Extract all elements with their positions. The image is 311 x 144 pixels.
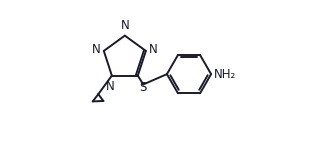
- Text: S: S: [140, 80, 147, 94]
- Text: N: N: [120, 19, 129, 32]
- Text: N: N: [106, 80, 115, 93]
- Text: N: N: [92, 43, 101, 56]
- Text: N: N: [149, 43, 158, 56]
- Text: NH₂: NH₂: [214, 68, 236, 81]
